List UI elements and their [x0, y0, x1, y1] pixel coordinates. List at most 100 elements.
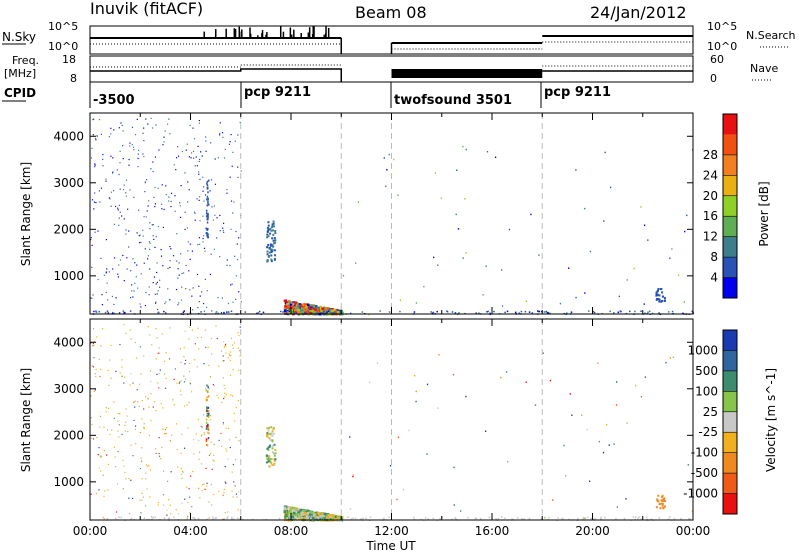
scatter-point: [106, 299, 109, 301]
scatter-point: [120, 122, 122, 124]
scatter-point: [657, 289, 660, 292]
scatter-point: [166, 509, 168, 511]
scatter-point: [266, 246, 269, 249]
scatter-point: [279, 310, 282, 313]
scatter-point: [625, 498, 627, 500]
scatter-point: [432, 517, 435, 520]
x-tick-label: 20:00: [575, 524, 610, 538]
scatter-point: [258, 310, 261, 313]
scatter-point: [634, 310, 636, 313]
scatter-point: [129, 329, 131, 331]
x-tick-label: 00:00: [73, 524, 108, 538]
scatter-point: [658, 503, 661, 506]
scatter-point: [100, 257, 102, 259]
scatter-point: [93, 201, 96, 203]
scatter-point: [94, 137, 97, 140]
scatter-point: [221, 297, 223, 299]
scatter-point: [144, 505, 147, 507]
scatter-point: [119, 259, 122, 261]
scatter-point: [206, 398, 208, 401]
scatter-point: [283, 309, 287, 313]
scatter-point: [643, 303, 645, 305]
scatter-point: [223, 157, 226, 159]
scatter-point: [193, 517, 195, 519]
nave-tick-high: 60: [710, 53, 724, 66]
scatter-point: [100, 455, 102, 457]
scatter-point: [189, 124, 191, 127]
scatter-point: [644, 312, 646, 315]
scatter-point: [106, 454, 108, 456]
scatter-point: [125, 233, 127, 235]
scatter-point: [268, 444, 271, 447]
scatter-point: [97, 278, 99, 281]
scatter-point: [186, 143, 188, 145]
scatter-point: [114, 466, 117, 468]
scatter-point: [314, 304, 318, 308]
scatter-point: [129, 189, 131, 191]
scatter-point: [615, 518, 617, 520]
scatter-point: [626, 279, 628, 281]
scatter-point: [655, 292, 658, 295]
scatter-point: [415, 302, 418, 304]
scatter-point: [138, 149, 140, 152]
y-tick-label: 2000: [53, 428, 84, 442]
scatter-point: [112, 268, 114, 270]
scatter-point: [113, 417, 115, 419]
nsearch-tick-low: 10^0: [707, 40, 737, 53]
scatter-point: [271, 464, 274, 467]
scatter-point: [150, 419, 152, 422]
scatter-point: [163, 208, 165, 211]
scatter-point: [640, 518, 642, 521]
scatter-point: [165, 377, 167, 379]
scatter-point: [129, 142, 131, 144]
scatter-point: [189, 258, 191, 260]
colorbar-tick-label: 12: [703, 230, 718, 244]
scatter-point: [315, 311, 319, 315]
twofsound-freq-block: [391, 69, 543, 78]
freq-label-line2: [MHz]: [4, 67, 36, 80]
scatter-point: [144, 396, 147, 398]
scatter-point: [93, 357, 95, 359]
scatter-point: [118, 127, 120, 129]
scatter-point: [330, 517, 333, 520]
scatter-point: [102, 474, 104, 476]
scatter-point: [439, 517, 441, 520]
scatter-point: [103, 426, 105, 428]
scatter-point: [123, 323, 125, 326]
scatter-point: [188, 338, 190, 340]
scatter-point: [169, 440, 171, 442]
scatter-point: [168, 358, 171, 360]
scatter-point: [119, 188, 121, 190]
scatter-point: [105, 291, 107, 294]
scatter-point: [198, 301, 200, 303]
scatter-point: [144, 191, 146, 193]
scatter-point: [189, 243, 191, 245]
scatter-point: [190, 157, 192, 159]
scatter-point: [232, 347, 234, 349]
scatter-point: [125, 192, 127, 194]
scatter-point: [388, 311, 391, 313]
scatter-point: [273, 443, 276, 446]
scatter-point: [129, 513, 131, 515]
colorbar-tick-label: 16: [703, 209, 718, 223]
scatter-point: [270, 226, 273, 229]
scatter-point: [198, 171, 200, 173]
scatter-point: [661, 299, 664, 302]
scatter-point: [124, 430, 126, 432]
scatter-point: [272, 427, 275, 430]
scatter-point: [211, 353, 213, 355]
scatter-point: [206, 406, 208, 409]
scatter-point: [283, 310, 287, 314]
scatter-point: [118, 424, 120, 426]
scatter-point: [216, 217, 218, 219]
scatter-point: [198, 119, 200, 122]
colorbar-swatch: [723, 216, 737, 237]
scatter-point: [232, 151, 234, 153]
scatter-point: [265, 454, 268, 457]
scatter-point: [486, 310, 488, 313]
scatter-point: [156, 271, 158, 274]
scatter-point: [187, 181, 189, 183]
scatter-point: [176, 448, 178, 451]
scatter-point: [452, 373, 455, 376]
scatter-point: [589, 250, 592, 253]
